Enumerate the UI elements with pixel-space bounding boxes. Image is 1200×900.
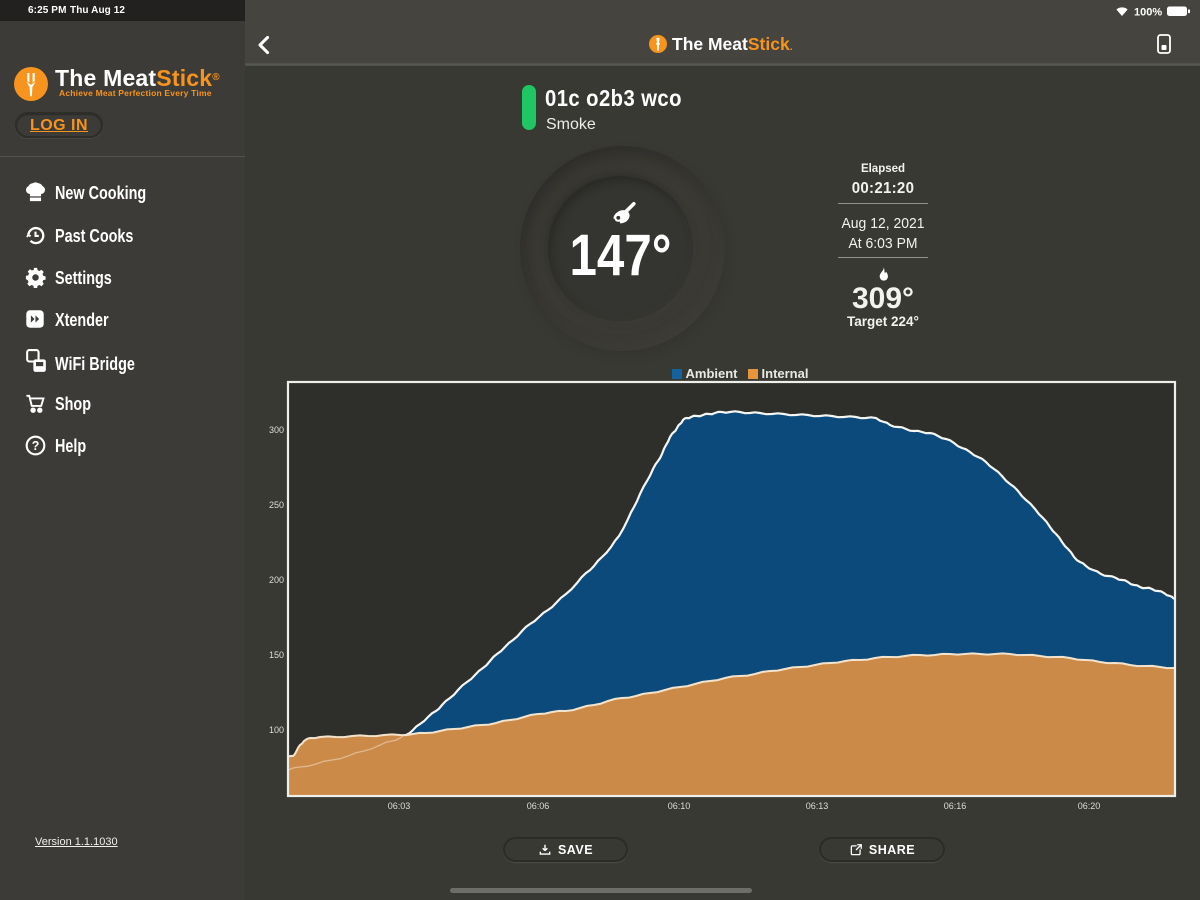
svg-text:250: 250: [269, 500, 284, 510]
svg-text:100%: 100%: [1134, 7, 1162, 19]
svg-text:06:03: 06:03: [388, 801, 411, 811]
svg-text:150: 150: [269, 650, 284, 660]
svg-text:300: 300: [269, 425, 284, 435]
svg-text:06:13: 06:13: [806, 801, 829, 811]
svg-text:06:10: 06:10: [668, 801, 691, 811]
svg-text:06:20: 06:20: [1078, 801, 1101, 811]
svg-text:The MeatStick.: The MeatStick.: [672, 34, 793, 54]
svg-text:06:16: 06:16: [944, 801, 967, 811]
svg-text:200: 200: [269, 575, 284, 585]
svg-text:100: 100: [269, 725, 284, 735]
svg-text:?: ?: [32, 439, 40, 453]
svg-text:06:06: 06:06: [527, 801, 550, 811]
